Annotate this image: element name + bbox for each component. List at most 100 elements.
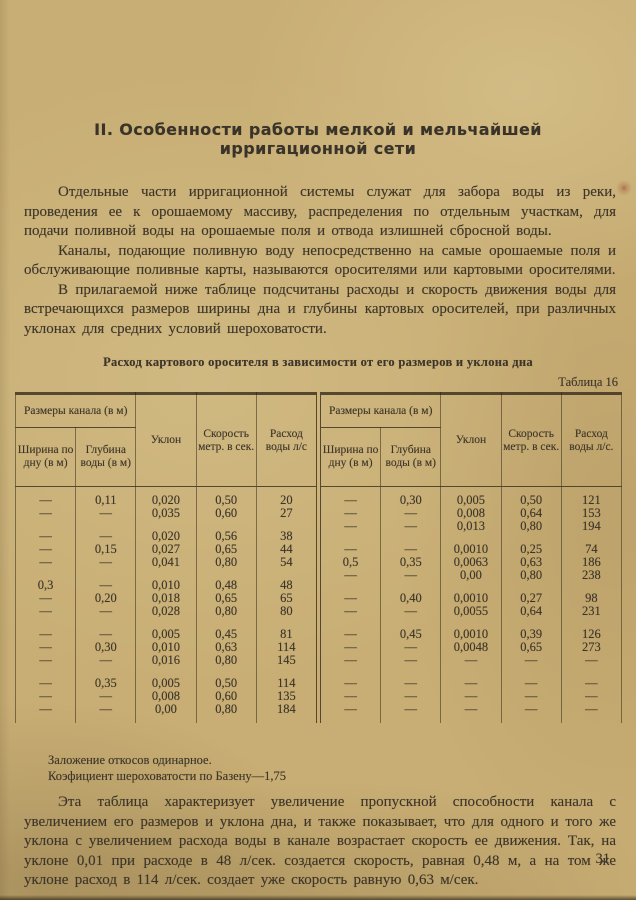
table-row: — —0,013 0,80 194 xyxy=(321,520,622,533)
table-cell: — xyxy=(440,654,502,667)
table-cell: 126 xyxy=(560,618,622,641)
table-cell: 0,013 xyxy=(440,520,502,533)
table-cell: 273 xyxy=(560,641,622,654)
table-cell: — xyxy=(344,689,357,703)
header-slope: Уклон xyxy=(440,393,502,487)
table-cell: 0,016 xyxy=(135,654,197,667)
header-canal-sizes: Размеры канала (в м) xyxy=(15,393,136,428)
table-row: — —0,00 0,80 184 xyxy=(16,703,317,723)
page-number: 31 xyxy=(595,851,611,867)
table-cell: 65 xyxy=(255,592,317,605)
section-heading: II. Особенности работы мелкой и мельчайш… xyxy=(94,120,542,158)
paragraph: Каналы, подающие поливную воду непосредс… xyxy=(24,242,616,279)
table-cell: — xyxy=(39,493,52,507)
table-cell: — xyxy=(344,506,357,520)
table-cell: 0,80 xyxy=(500,520,562,533)
table-cell: 184 xyxy=(255,703,317,723)
table-cell: 135 xyxy=(255,690,317,703)
table-cell: — xyxy=(39,689,52,703)
table-row: — —0,041 0,80 54 xyxy=(16,556,317,569)
table-cell: 0,0010 xyxy=(440,618,502,641)
table-cell: — xyxy=(380,533,441,556)
table-row: — —0,008 0,60 135 xyxy=(16,690,317,703)
header-bottom-width: Ширина по дну (в м) xyxy=(320,427,381,487)
table-cell: — xyxy=(39,555,52,569)
table-cell: 80 xyxy=(255,605,317,618)
table-cell: — xyxy=(380,690,441,703)
table-cell: 44 xyxy=(255,543,317,556)
table-cell: — xyxy=(75,605,136,618)
table-cell: 0,20 xyxy=(75,592,136,605)
table-cell: 0,010 xyxy=(135,641,197,654)
footnote: Заложение откосов одинарное. xyxy=(48,753,212,767)
table-cell: — xyxy=(380,641,441,654)
table-cell: 0,041 xyxy=(135,556,197,569)
table-cell: — xyxy=(39,676,52,690)
table-cell: 0,005 xyxy=(135,618,197,641)
table-cell: 114 xyxy=(255,641,317,654)
header-water-depth: Глубина воды (в м) xyxy=(75,427,136,487)
table-cell: 0,63 xyxy=(500,556,562,569)
table-row: — —0,0055 0,64 231 xyxy=(321,605,622,618)
table-number-label: Таблица 16 xyxy=(558,375,618,389)
table-row: — 0,15 0,027 0,65 44 xyxy=(16,543,317,556)
table-row: — 0,30 0,005 0,50 121 xyxy=(321,486,622,507)
table-cell: — xyxy=(344,676,357,690)
table-cell: 0,48 xyxy=(195,569,257,592)
table-cell: — xyxy=(344,702,357,716)
table-row: — — — — — xyxy=(321,654,622,667)
paragraph: Отдельные части ирригационной системы сл… xyxy=(24,184,616,239)
table-cell: — xyxy=(39,529,52,543)
table-cell: 0,30 xyxy=(75,641,136,654)
table-cell: 0,65 xyxy=(195,543,257,556)
table-cell: — xyxy=(39,653,52,667)
table-cell: 121 xyxy=(560,486,622,507)
table-row: — — — — — xyxy=(321,703,622,723)
table-body-right: —0,30 0,005 0,50 121— —0,008 0,64 153— —0,013 0,… xyxy=(321,486,622,723)
table-cell: 0,008 xyxy=(135,690,197,703)
table-cell: — xyxy=(75,654,136,667)
table-cell: 0,60 xyxy=(195,690,257,703)
table-cell: — xyxy=(380,654,441,667)
table-row: — —0,005 0,45 81 xyxy=(16,618,317,641)
header-water-depth: Глубина воды (в м) xyxy=(380,427,441,487)
table-cell: — xyxy=(75,520,136,543)
header-slope: Уклон xyxy=(135,393,197,487)
table-cell: — xyxy=(39,640,52,654)
table-cell: 0,0010 xyxy=(440,533,502,556)
header-flow: Расход воды л/с xyxy=(255,393,317,487)
table-cell: 0,64 xyxy=(500,507,562,520)
table-cell: 0,020 xyxy=(135,520,197,543)
table-cell: — xyxy=(440,667,502,690)
table-row: — 0,45 0,0010 0,39 126 xyxy=(321,618,622,641)
body-text: Отдельные части ирригационной системы сл… xyxy=(24,183,616,339)
table-cell: 0,45 xyxy=(195,618,257,641)
table-cell: 0,018 xyxy=(135,592,197,605)
table-cell: 0,010 xyxy=(135,569,197,592)
table-cell: 27 xyxy=(255,507,317,520)
table-cell: — xyxy=(380,520,441,533)
table-cell: — xyxy=(39,542,52,556)
footnote: Коэфициент шероховатости по Базену—1,75 xyxy=(48,768,287,783)
table-cell: 0,0010 xyxy=(440,582,502,605)
table-head-right: Размеры канала (в м) Уклон Скорость метр… xyxy=(320,393,622,487)
table-cell: 0,80 xyxy=(195,556,257,569)
table-cell: 0,00 xyxy=(135,703,197,723)
table-cell: — xyxy=(39,604,52,618)
table-cell: 0,39 xyxy=(500,618,562,641)
table-row: — 0,20 0,018 0,65 65 xyxy=(16,592,317,605)
table-cell: — xyxy=(560,654,622,667)
paragraph: Эта таблица характеризует увеличение про… xyxy=(24,794,616,888)
table-cell: 0,80 xyxy=(195,703,257,723)
table-cell: — xyxy=(380,569,441,582)
table-row: — 0,35 0,005 0,50 114 xyxy=(16,667,317,690)
table-cell: 0,45 xyxy=(380,618,441,641)
table-row: — —0,028 0,80 80 xyxy=(16,605,317,618)
table-cell: 0,30 xyxy=(380,486,441,507)
table-footnotes: Заложение откосов одинарное. Коэфициент … xyxy=(48,753,636,784)
table-cell: 20 xyxy=(255,486,317,507)
table-cell: 0,35 xyxy=(75,667,136,690)
table-cell: 0,035 xyxy=(135,507,197,520)
table-cell: 0,56 xyxy=(195,520,257,543)
